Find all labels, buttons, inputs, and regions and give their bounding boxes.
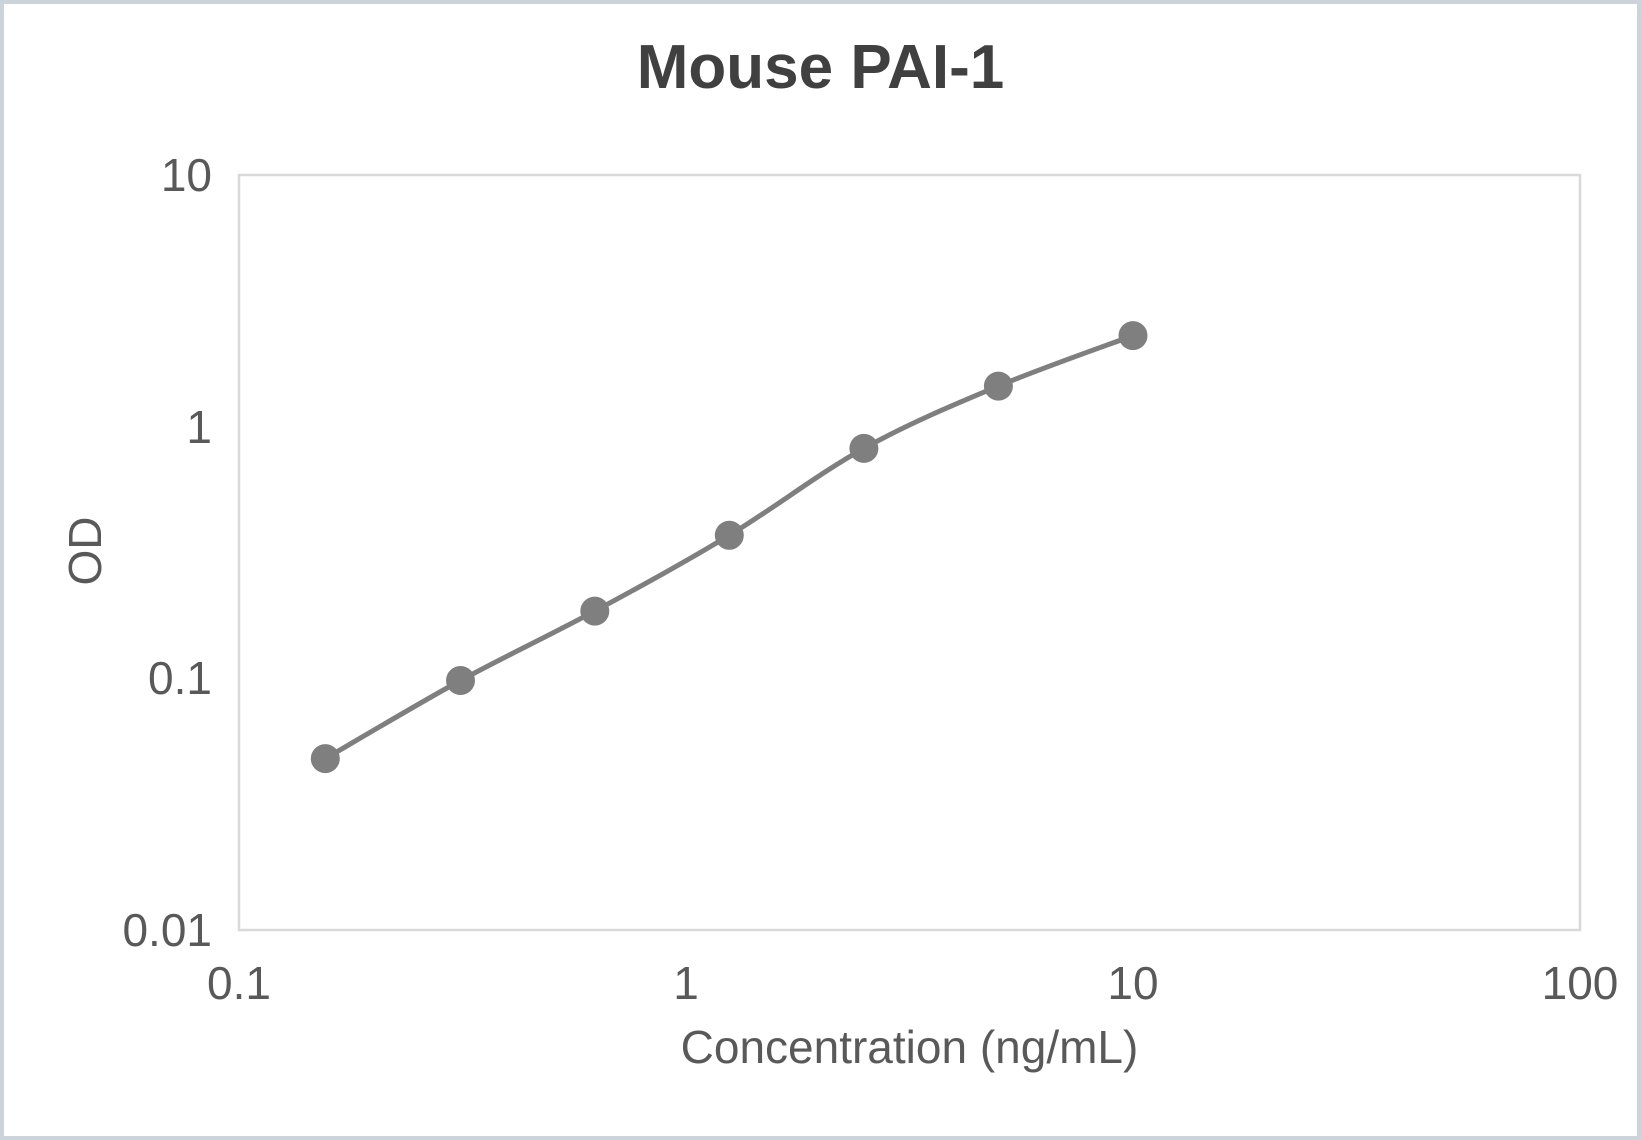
data-point-marker bbox=[1118, 321, 1148, 351]
data-point-marker bbox=[580, 596, 610, 626]
y-tick-label: 0.1 bbox=[148, 652, 212, 705]
x-tick-label: 100 bbox=[1541, 957, 1619, 1009]
data-point-marker bbox=[446, 666, 475, 695]
x-tick-label: 10 bbox=[1107, 957, 1159, 1009]
y-tick-label: 1 bbox=[186, 400, 212, 453]
x-tick-label: 1 bbox=[673, 957, 699, 1009]
x-axis-title: Concentration (ng/mL) bbox=[680, 1021, 1139, 1073]
data-point-marker bbox=[983, 371, 1013, 401]
x-tick-label: 0.1 bbox=[207, 957, 271, 1009]
plot-area bbox=[237, 173, 1582, 932]
y-tick-label: 10 bbox=[160, 149, 212, 201]
chart-title: Mouse PAI-1 bbox=[636, 33, 1005, 102]
y-tick-label: 0.01 bbox=[122, 904, 212, 956]
plot-border bbox=[237, 173, 1582, 932]
data-point-marker bbox=[849, 433, 879, 463]
data-point-marker bbox=[310, 744, 340, 774]
data-point-marker bbox=[714, 520, 744, 550]
